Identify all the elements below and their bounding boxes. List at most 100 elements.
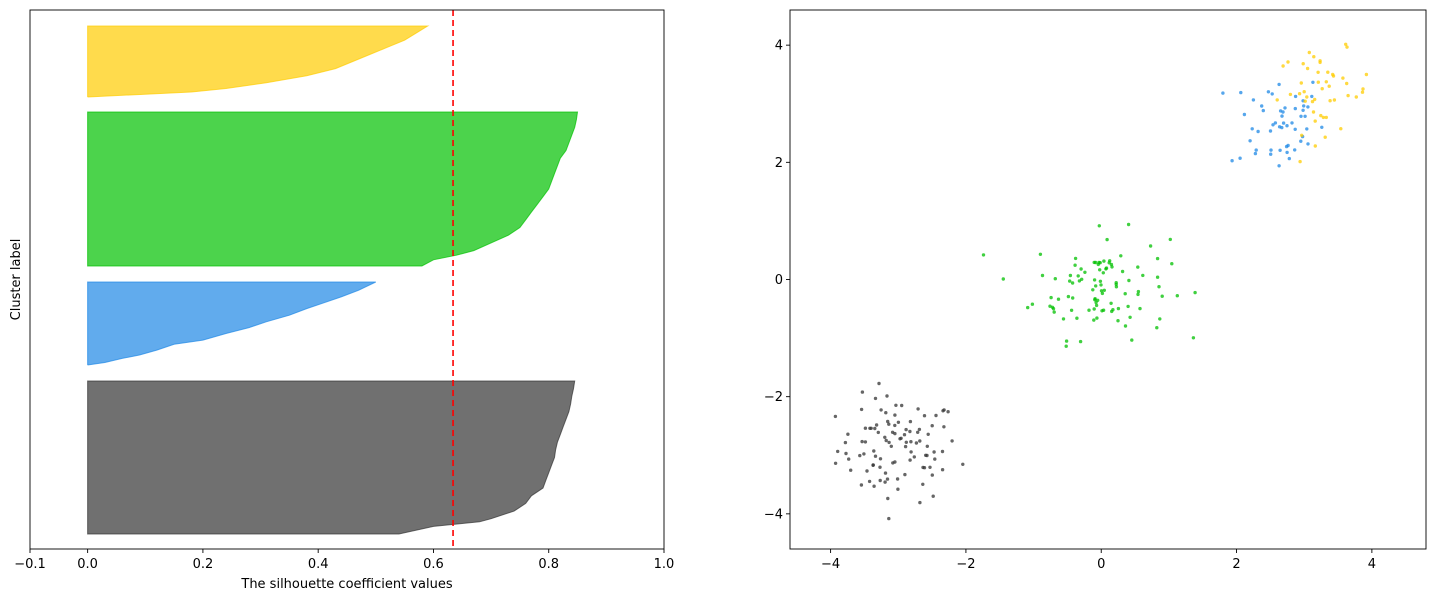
scatter-point [883,435,887,439]
scatter-point [1305,127,1309,131]
scatter-point [846,432,850,436]
scatter-point [1068,273,1073,278]
scatter-point [1155,275,1160,279]
scatter-point [1261,108,1266,113]
scatter-point [1285,124,1289,128]
scatter-point [1126,222,1131,227]
scatter-point [925,444,929,448]
y-tick: 0 [775,273,790,288]
scatter-point [1277,125,1282,129]
scatter-point [1107,261,1111,265]
scatter-point [893,460,897,464]
scatter-point [844,451,848,456]
scatter-point [1239,90,1243,95]
scatter-point [873,396,878,401]
x-tick: 4 [1368,549,1376,572]
scatter-point [1064,339,1069,343]
scatter-point [916,407,920,411]
scatter-point [1313,144,1318,148]
scatter-point [1310,99,1315,104]
x-tick: 0.0 [77,549,98,572]
scatter-point [1128,315,1132,319]
x-tick-label: 0.0 [77,557,98,572]
scatter-point [849,468,853,472]
scatter-point [878,478,882,483]
scatter-point [1283,106,1287,110]
scatter-point [1136,292,1140,297]
silhouette-cluster-1 [87,281,377,366]
y-tick: 2 [775,156,790,171]
scatter-point [1331,72,1335,77]
scatter-point [1071,296,1075,300]
scatter-point [1251,98,1256,102]
scatter-point [884,438,888,443]
scatter-point [1312,55,1316,59]
scatter-point [1328,99,1332,103]
scatter-point [885,477,890,481]
scatter-point [909,440,913,444]
scatter-point [1160,294,1164,298]
x-tick: 2 [1232,549,1241,572]
scatter-point [1293,148,1297,152]
scatter-point [833,414,838,419]
scatter-point [1091,288,1095,292]
y-tick: −4 [764,507,790,522]
scatter-point [1324,80,1329,84]
scatter-point [1345,81,1349,86]
scatter-point [1293,94,1298,99]
scatter-point [1299,114,1303,119]
scatter-point [1104,266,1109,270]
scatter-point [895,477,900,481]
scatter-point [1316,80,1321,84]
scatter-point [886,419,890,424]
x-tick-label: 0.4 [308,557,329,572]
scatter-point [940,468,945,472]
scatter-point [1260,104,1264,108]
scatter-point [1305,95,1309,99]
scatter-point [1344,42,1348,46]
scatter-point [1285,150,1289,155]
scatter-point [1114,285,1119,289]
x-tick: 0.8 [538,549,559,572]
scatter-point [1100,291,1105,296]
scatter-point [1307,50,1312,55]
scatter-point [1242,112,1247,117]
scatter-point [908,419,913,424]
scatter-point [1221,91,1225,95]
scatter-point [1193,290,1197,295]
y-axis-label: Cluster label [9,239,24,321]
scatter-point [946,410,950,414]
scatter-point [1155,256,1160,261]
scatter-point [1175,294,1180,298]
scatter-point [1321,115,1326,120]
scatter-point [1271,123,1275,127]
scatter-point [1092,260,1096,265]
scatter-point [1293,127,1297,131]
scatter-point [1301,62,1305,66]
silhouette-cluster-3 [87,25,430,98]
scatter-point [1275,98,1279,102]
scatter-point [1138,306,1142,311]
scatter-point [1250,127,1254,131]
scatter-point [1083,270,1087,274]
scatter-point [1070,281,1075,285]
scatter-point [1056,297,1061,301]
scatter-point [1092,278,1097,282]
scatter-point [909,450,913,454]
scatter-point [908,458,912,462]
scatter-point [930,473,934,477]
scatter-point [1306,105,1310,109]
scatter-point [1305,66,1310,71]
scatter-point [1116,306,1121,311]
scatter-point [1313,119,1317,123]
scatter-point [1100,309,1104,313]
x-tick-label: −0.1 [14,557,46,572]
scatter-point [1136,289,1141,294]
scatter-point [1256,129,1260,134]
scatter-point [1238,156,1242,160]
scatter-point [1050,305,1055,309]
scatter-point [1332,98,1337,102]
scatter-point [1303,114,1307,119]
scatter-point [1094,284,1098,288]
x-tick-label: −2 [956,557,975,572]
